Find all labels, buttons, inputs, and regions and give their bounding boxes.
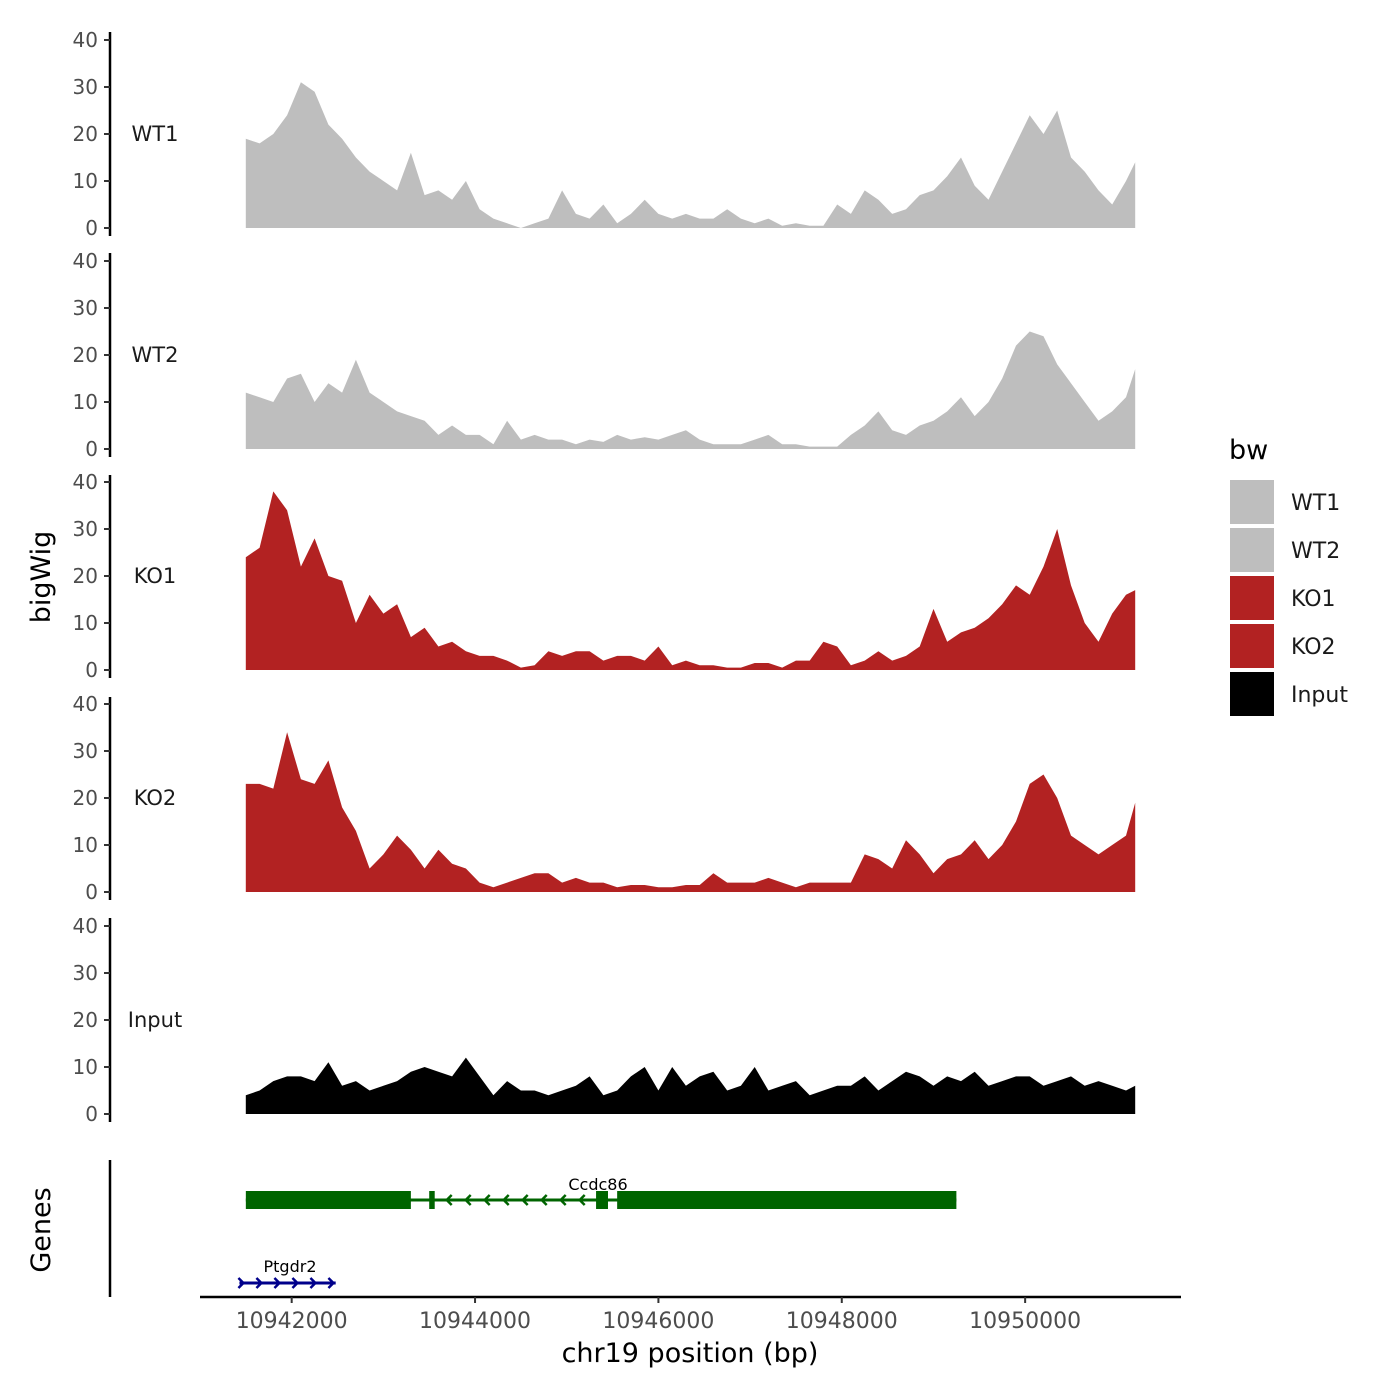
track-label-ko1: KO1 — [134, 564, 177, 588]
exon — [596, 1191, 608, 1209]
area-wt1 — [245, 82, 1136, 228]
y-tick-label: 0 — [85, 437, 98, 461]
gene-ptgdr2: Ptgdr2 — [237, 1257, 336, 1289]
y-tick-label: 20 — [73, 343, 98, 367]
x-tick-label: 10946000 — [602, 1309, 714, 1334]
x-axis: 10942000 10944000 10946000 10948000 10950000 — [200, 1295, 1181, 1334]
area-ko2 — [245, 732, 1136, 892]
bigwig-tracks: 0 10 20 30 40 WT1 0 10 20 30 40 WT2 0 10 20 30 40 KO1 0 10 2… — [73, 28, 1136, 1126]
y-tick-label: 20 — [73, 786, 98, 810]
area-input — [245, 1057, 1136, 1114]
y-tick-label: 40 — [73, 470, 98, 494]
y-tick-label: 0 — [85, 1102, 98, 1126]
y-tick-label: 10 — [73, 1055, 98, 1079]
exon — [617, 1191, 957, 1209]
y-tick-label: 30 — [73, 517, 98, 541]
legend-title: bw — [1229, 435, 1268, 466]
x-axis-title: chr19 position (bp) — [562, 1338, 819, 1369]
x-tick-label: 10944000 — [419, 1309, 531, 1334]
strand-arrow — [577, 1194, 586, 1206]
y-tick-label: 10 — [73, 611, 98, 635]
strand-arrow — [291, 1277, 300, 1289]
y-tick-label: 40 — [73, 914, 98, 938]
exon — [429, 1191, 435, 1209]
strand-arrow — [237, 1277, 246, 1289]
y-tick-label: 40 — [73, 692, 98, 716]
legend-label-wt1: WT1 — [1291, 491, 1340, 516]
y-tick-label: 40 — [73, 249, 98, 273]
strand-arrow — [501, 1194, 510, 1206]
x-tick-label: 10948000 — [786, 1309, 898, 1334]
track-label-wt1: WT1 — [132, 122, 179, 146]
y-tick-label: 20 — [73, 564, 98, 588]
gene-label-ptgdr2: Ptgdr2 — [264, 1257, 317, 1276]
x-tick-label: 10950000 — [969, 1309, 1081, 1334]
track-ko1: 0 10 20 30 40 KO1 — [73, 470, 1136, 682]
legend: bw WT1 WT2 KO1 KO2 Input — [1229, 435, 1348, 716]
x-tick-label: 10942000 — [236, 1309, 348, 1334]
legend-label-ko1: KO1 — [1291, 587, 1336, 612]
y-tick-label: 30 — [73, 75, 98, 99]
legend-swatch-input — [1230, 672, 1274, 716]
legend-swatch-wt2 — [1230, 528, 1274, 572]
y-tick-label: 20 — [73, 1008, 98, 1032]
gene-track: Ccdc86 Ptgdr2 — [108, 1160, 957, 1297]
strand-arrow — [444, 1194, 453, 1206]
track-wt2: 0 10 20 30 40 WT2 — [73, 249, 1136, 461]
track-label-input: Input — [128, 1008, 182, 1032]
gene-ccdc86: Ccdc86 — [245, 1175, 957, 1209]
legend-label-ko2: KO2 — [1291, 635, 1336, 660]
legend-label-wt2: WT2 — [1291, 539, 1340, 564]
area-ko1 — [245, 491, 1136, 670]
y-axis-title: bigWig — [26, 531, 57, 624]
y-tick-label: 10 — [73, 833, 98, 857]
strand-arrow — [327, 1277, 336, 1289]
exon — [245, 1191, 411, 1209]
y-tick-label: 30 — [73, 739, 98, 763]
y-tick-label: 0 — [85, 880, 98, 904]
track-label-wt2: WT2 — [132, 343, 179, 367]
legend-swatch-ko2 — [1230, 624, 1274, 668]
legend-label-input: Input — [1291, 683, 1348, 708]
strand-arrow — [558, 1194, 567, 1206]
legend-swatch-wt1 — [1230, 480, 1274, 524]
y-tick-label: 30 — [73, 296, 98, 320]
legend-swatch-ko1 — [1230, 576, 1274, 620]
genes-axis-title: Genes — [26, 1187, 57, 1272]
track-ko2: 0 10 20 30 40 KO2 — [73, 692, 1136, 904]
strand-arrow — [273, 1277, 282, 1289]
y-tick-label: 0 — [85, 658, 98, 682]
strand-arrow — [539, 1194, 548, 1206]
strand-arrow — [482, 1194, 491, 1206]
track-input: 0 10 20 30 40 Input — [73, 914, 1136, 1126]
y-tick-label: 20 — [73, 122, 98, 146]
track-label-ko2: KO2 — [134, 786, 177, 810]
strand-arrow — [520, 1194, 529, 1206]
area-wt2 — [245, 331, 1136, 449]
y-tick-label: 30 — [73, 961, 98, 985]
y-tick-label: 10 — [73, 169, 98, 193]
strand-arrow — [309, 1277, 318, 1289]
strand-arrow — [463, 1194, 472, 1206]
gene-label-ccdc86: Ccdc86 — [568, 1175, 627, 1194]
y-tick-label: 0 — [85, 216, 98, 240]
y-tick-label: 40 — [73, 28, 98, 52]
y-tick-label: 10 — [73, 390, 98, 414]
track-wt1: 0 10 20 30 40 WT1 — [73, 28, 1136, 240]
strand-arrow — [255, 1277, 264, 1289]
